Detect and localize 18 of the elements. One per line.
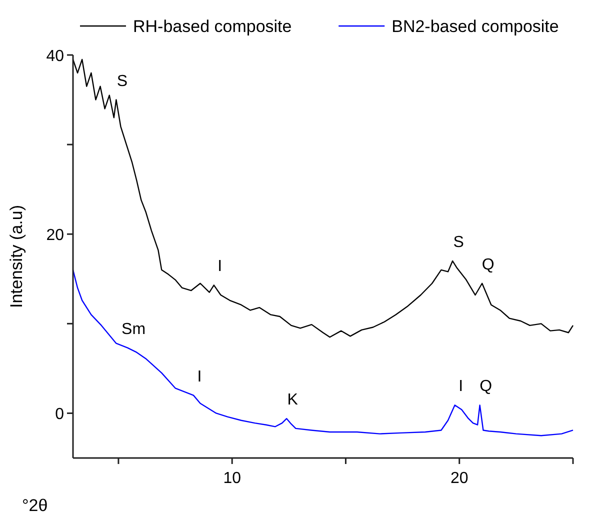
line-series bbox=[72, 58, 574, 338]
annotation: S bbox=[116, 72, 128, 90]
annotation: S bbox=[453, 234, 464, 251]
legend-label: BN2-based composite bbox=[392, 17, 559, 36]
annotation: Q bbox=[480, 378, 492, 396]
annotation: K bbox=[287, 392, 298, 409]
annotation: I bbox=[197, 368, 202, 386]
y-tick-label: 20 bbox=[46, 227, 64, 244]
x-axis-title: °2θ bbox=[22, 496, 48, 515]
y-tick-label: 0 bbox=[55, 406, 64, 424]
annotation: I bbox=[218, 258, 222, 276]
y-tick-label: 40 bbox=[46, 48, 64, 65]
annotation: Sm bbox=[122, 320, 146, 338]
legend-label: RH-based composite bbox=[133, 17, 292, 36]
annotation: Q bbox=[482, 256, 494, 274]
annotation: I bbox=[458, 378, 464, 396]
x-tick-label: 10 bbox=[223, 470, 242, 487]
y-axis-title: Intensity (a.u) bbox=[7, 205, 26, 308]
